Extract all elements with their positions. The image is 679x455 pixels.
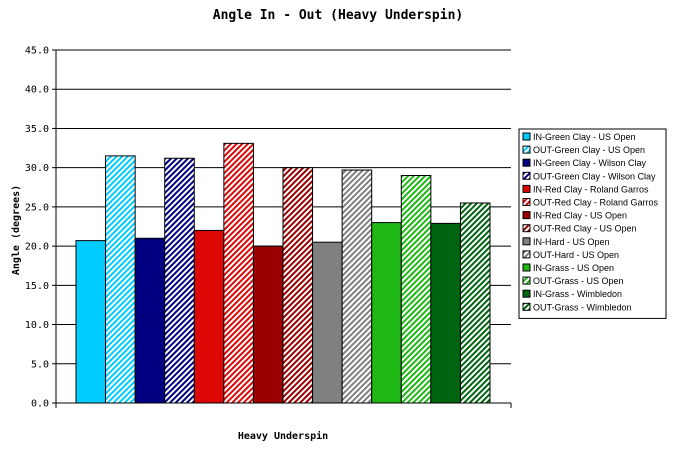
bar	[400, 175, 432, 404]
bar	[459, 202, 491, 404]
legend-label: OUT-Grass - US Open	[533, 276, 624, 286]
bar	[341, 169, 373, 404]
legend: IN-Green Clay - US Open OUT-Green Clay - …	[518, 128, 667, 319]
bar	[164, 157, 195, 404]
legend-swatch	[522, 132, 531, 141]
legend-swatch	[522, 145, 531, 154]
y-tick-label: 10.0	[25, 320, 49, 331]
legend-swatch	[522, 184, 531, 193]
legend-swatch	[522, 237, 531, 246]
legend-label: IN-Red Clay - Roland Garros	[533, 184, 649, 194]
y-tick-label: 40.0	[25, 85, 49, 96]
legend-swatch	[522, 250, 531, 259]
legend-swatch	[522, 198, 531, 206]
y-tick-label: 30.0	[25, 163, 49, 174]
legend-swatch	[522, 211, 531, 220]
bar	[134, 237, 166, 404]
bar	[252, 245, 284, 404]
legend-label: OUT-Green Clay - US Open	[533, 145, 645, 155]
legend-label: OUT-Red Clay - US Open	[533, 224, 637, 234]
legend-label: IN-Green Clay - US Open	[533, 132, 636, 142]
bar	[371, 222, 402, 404]
plot-area: 0.0 5.0 10.0 15.0 20.0 25.0 30.0 35.0 40.0 45.0	[25, 46, 512, 410]
y-tick-label: 25.0	[25, 202, 49, 213]
y-tick-label: 0.0	[31, 399, 49, 410]
legend-swatch	[522, 263, 531, 272]
bar	[223, 142, 254, 404]
legend-label: OUT-Grass - Wimbledon	[533, 302, 632, 312]
legend-label: IN-Red Clay - US Open	[533, 211, 627, 221]
legend-label: OUT-Red Clay - Roland Garros	[533, 198, 659, 208]
bar	[430, 222, 461, 404]
bar	[75, 240, 107, 404]
y-tick-label: 45.0	[25, 46, 49, 57]
bar	[312, 241, 343, 404]
legend-swatch	[522, 171, 531, 180]
legend-swatch	[522, 302, 531, 311]
x-axis-title: Heavy Underspin	[238, 430, 328, 442]
legend-swatch	[522, 289, 531, 298]
y-tick-label: 5.0	[31, 359, 49, 370]
legend-swatch	[522, 158, 531, 167]
y-tick-label: 35.0	[25, 124, 49, 135]
legend-label: IN-Grass - US Open	[533, 263, 614, 273]
bar	[105, 155, 136, 404]
legend-label: IN-Grass - Wimbledon	[533, 289, 622, 299]
legend-swatch	[522, 224, 531, 233]
legend-label: IN-Green Clay - Wilson Clay	[533, 158, 647, 168]
y-tick-label: 15.0	[25, 281, 49, 292]
legend-label: OUT-Green Clay - Wilson Clay	[533, 171, 656, 181]
legend-label: IN-Hard - US Open	[533, 237, 610, 247]
bar	[193, 229, 225, 404]
legend-swatch	[522, 276, 531, 285]
y-axis-title: Angle (degrees)	[11, 185, 22, 275]
legend-box	[518, 128, 667, 319]
legend-label: OUT-Hard - US Open	[533, 250, 619, 260]
bar	[282, 167, 314, 404]
y-tick-label: 20.0	[25, 242, 49, 253]
chart-title: Angle In - Out (Heavy Underspin)	[213, 8, 463, 23]
